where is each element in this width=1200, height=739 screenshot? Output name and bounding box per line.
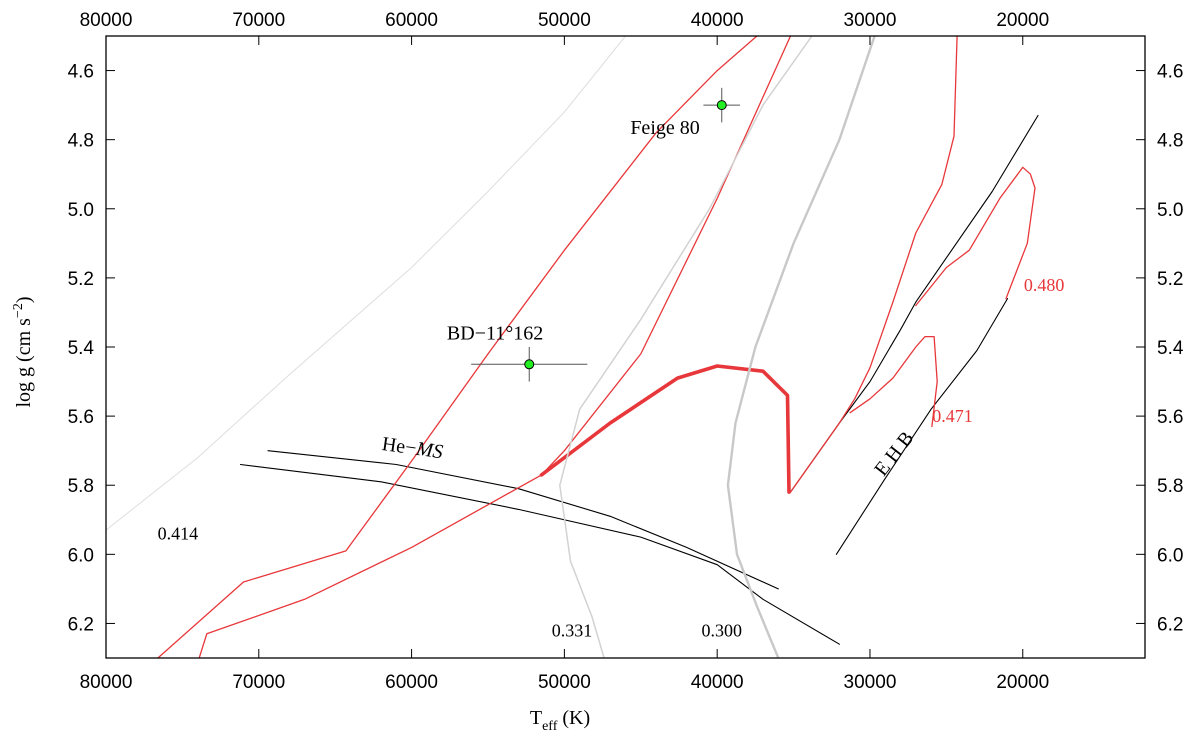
mass-label: 0.471 bbox=[932, 406, 973, 426]
plot-frame bbox=[105, 35, 1146, 659]
star-marker bbox=[716, 100, 727, 111]
y-tick-label-left: 5.2 bbox=[68, 269, 94, 290]
mass-label: 0.300 bbox=[702, 620, 743, 640]
y-tick-label-left: 6.2 bbox=[68, 614, 94, 635]
y-tick-label-right: 6.2 bbox=[1157, 614, 1183, 635]
y-tick-label-left: 5.6 bbox=[68, 407, 94, 428]
track-line-red bbox=[849, 335, 938, 428]
x-tick-label-top: 50000 bbox=[538, 10, 591, 31]
y-tick-label-left: 5.0 bbox=[68, 200, 94, 221]
star-markers bbox=[471, 87, 741, 382]
track-line-black bbox=[267, 450, 779, 590]
track-line-red bbox=[915, 166, 1036, 307]
y-tick-label-left: 5.8 bbox=[68, 476, 94, 497]
x-tick-label-top: 80000 bbox=[80, 10, 133, 31]
track-line-black bbox=[239, 463, 840, 645]
x-tick-label-top: 20000 bbox=[996, 10, 1049, 31]
y-tick-label-left: 4.8 bbox=[68, 131, 94, 152]
track-line-gray-thick bbox=[726, 36, 876, 658]
x-tick-label-top: 60000 bbox=[385, 10, 438, 31]
y-tick-label-right: 5.2 bbox=[1157, 269, 1183, 290]
he-ms-label: He−MS bbox=[381, 433, 445, 463]
y-tick-label-left: 6.0 bbox=[68, 545, 94, 566]
track-line-gray-light bbox=[106, 36, 626, 531]
y-tick-label-left: 5.4 bbox=[68, 338, 95, 359]
x-tick-label-bottom: 20000 bbox=[996, 672, 1049, 693]
x-tick-label-bottom: 80000 bbox=[80, 672, 133, 693]
y-tick-label-right: 5.0 bbox=[1157, 200, 1183, 221]
axes: 80000 80000 70000 70000 60000 60000 50000 50000… bbox=[68, 10, 1184, 693]
ehb-label: E H B bbox=[870, 427, 918, 480]
mass-label: 0.480 bbox=[1024, 275, 1065, 295]
x-tick-label-bottom: 50000 bbox=[538, 672, 591, 693]
x-tick-label-bottom: 70000 bbox=[232, 672, 285, 693]
chart-annotations: Feige 80 BD−11°162 He−MS E H B 0.414 0.331 0.3… bbox=[158, 117, 1065, 640]
y-tick-label-left: 4.6 bbox=[68, 62, 94, 83]
star-label-bd11162: BD−11°162 bbox=[447, 322, 543, 344]
y-tick-label-right: 5.6 bbox=[1157, 407, 1183, 428]
x-tick-label-bottom: 40000 bbox=[691, 672, 744, 693]
track-line-red-thick bbox=[539, 364, 791, 494]
x-axis-title: Teff (K) bbox=[530, 707, 590, 734]
track-line-red bbox=[157, 36, 758, 658]
track-line-red bbox=[198, 36, 792, 658]
y-tick-label-right: 6.0 bbox=[1157, 545, 1183, 566]
x-tick-label-top: 40000 bbox=[691, 10, 744, 31]
y-tick-label-right: 5.4 bbox=[1157, 338, 1184, 359]
y-tick-label-right: 4.8 bbox=[1157, 131, 1183, 152]
mass-label: 0.331 bbox=[552, 620, 593, 640]
track-line-black bbox=[835, 298, 1009, 555]
mass-label: 0.414 bbox=[158, 524, 199, 544]
track-line-red bbox=[789, 36, 958, 493]
star-marker bbox=[524, 359, 535, 370]
y-axis-title: log g (cm s−2) bbox=[11, 296, 35, 407]
y-tick-label-right: 4.6 bbox=[1157, 62, 1183, 83]
y-tick-label-right: 5.8 bbox=[1157, 476, 1183, 497]
evolution-tracks bbox=[106, 36, 1039, 658]
x-tick-label-top: 70000 bbox=[232, 10, 285, 31]
x-tick-label-top: 30000 bbox=[844, 10, 897, 31]
x-tick-label-bottom: 30000 bbox=[844, 672, 897, 693]
x-tick-label-bottom: 60000 bbox=[385, 672, 438, 693]
track-line-gray bbox=[559, 36, 813, 658]
star-label-feige80: Feige 80 bbox=[630, 117, 699, 139]
